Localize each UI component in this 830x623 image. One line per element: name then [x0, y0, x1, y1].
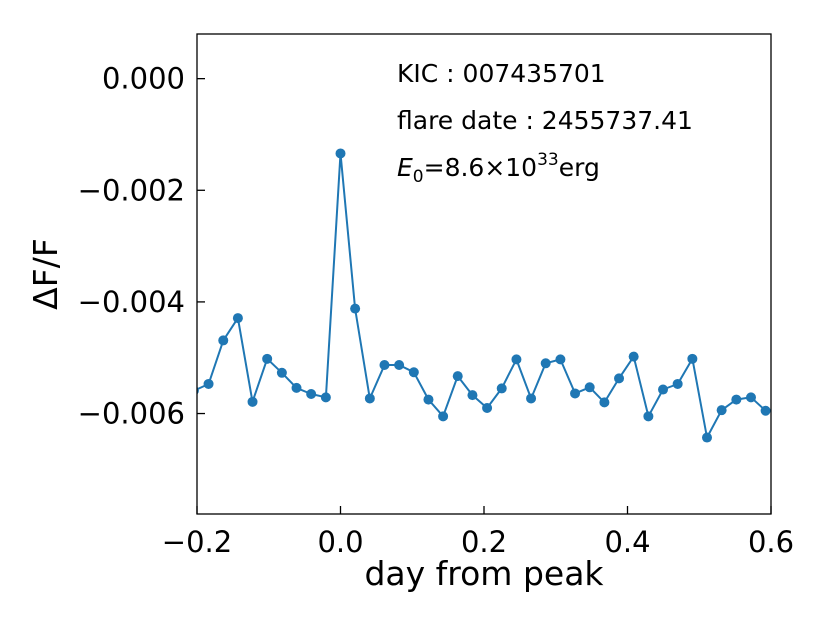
data-point: [408, 367, 419, 378]
data-point: [643, 411, 654, 422]
data-point: [320, 392, 331, 403]
data-point: [306, 389, 317, 399]
data-point: [555, 354, 566, 365]
data-point: [599, 397, 610, 408]
y-tick-label: −0.006: [78, 397, 185, 431]
data-point: [701, 432, 712, 443]
series-line: [197, 152, 767, 439]
energy-unit: erg: [559, 153, 600, 182]
y-axis-ticks: 0.000 −0.002 −0.004 −0.006: [78, 62, 205, 431]
data-point: [379, 359, 390, 370]
data-point: [584, 382, 595, 393]
data-point: [716, 405, 727, 416]
x-axis-label: day from peak: [364, 554, 604, 593]
data-point: [731, 394, 742, 405]
data-point: [628, 351, 639, 362]
data-point: [291, 382, 302, 393]
energy-subscript: 0: [413, 167, 424, 187]
data-point: [658, 384, 669, 395]
x-tick-label: −0.2: [162, 525, 232, 559]
energy-exponent: 33: [537, 150, 559, 170]
y-tick-label: 0.000: [102, 62, 185, 96]
data-point: [350, 303, 361, 314]
kic-annotation: KIC : 007435701: [397, 59, 606, 88]
x-tick-label: 0.2: [461, 525, 507, 559]
data-point: [203, 378, 214, 389]
data-point: [526, 393, 537, 404]
data-point: [614, 373, 625, 384]
data-point: [394, 359, 405, 370]
data-point: [687, 353, 698, 364]
data-point: [423, 394, 434, 405]
x-axis-ticks: −0.2 0.0 0.2 0.4 0.6: [162, 506, 794, 559]
series-layer: [197, 148, 771, 443]
data-point: [745, 392, 756, 403]
data-point: [482, 402, 493, 413]
x-tick-label: 0.6: [748, 525, 794, 559]
data-point: [335, 148, 346, 159]
data-point: [262, 353, 273, 364]
data-point: [467, 390, 478, 401]
data-point: [570, 388, 581, 399]
data-point: [247, 396, 258, 407]
y-tick-label: −0.002: [78, 173, 185, 207]
data-point: [438, 411, 449, 422]
y-tick-label: −0.004: [78, 285, 185, 319]
data-point: [364, 393, 375, 404]
data-point: [760, 405, 771, 416]
x-tick-label: 0.4: [604, 525, 650, 559]
data-point: [218, 335, 229, 346]
x-tick-label: 0.0: [317, 525, 363, 559]
data-point: [540, 358, 551, 369]
flare-date-annotation: flare date : 2455737.41: [397, 106, 693, 135]
data-point: [496, 383, 507, 394]
data-point: [452, 371, 463, 382]
energy-mantissa: =8.6×10: [424, 153, 537, 182]
flare-energy-annotation: E0=8.6×1033erg: [397, 150, 600, 187]
data-point: [511, 354, 522, 365]
y-axis-label: ΔF/F: [26, 238, 65, 310]
data-point: [232, 313, 243, 324]
data-point: [672, 378, 683, 389]
data-point: [276, 367, 287, 378]
energy-symbol: E: [397, 153, 413, 182]
